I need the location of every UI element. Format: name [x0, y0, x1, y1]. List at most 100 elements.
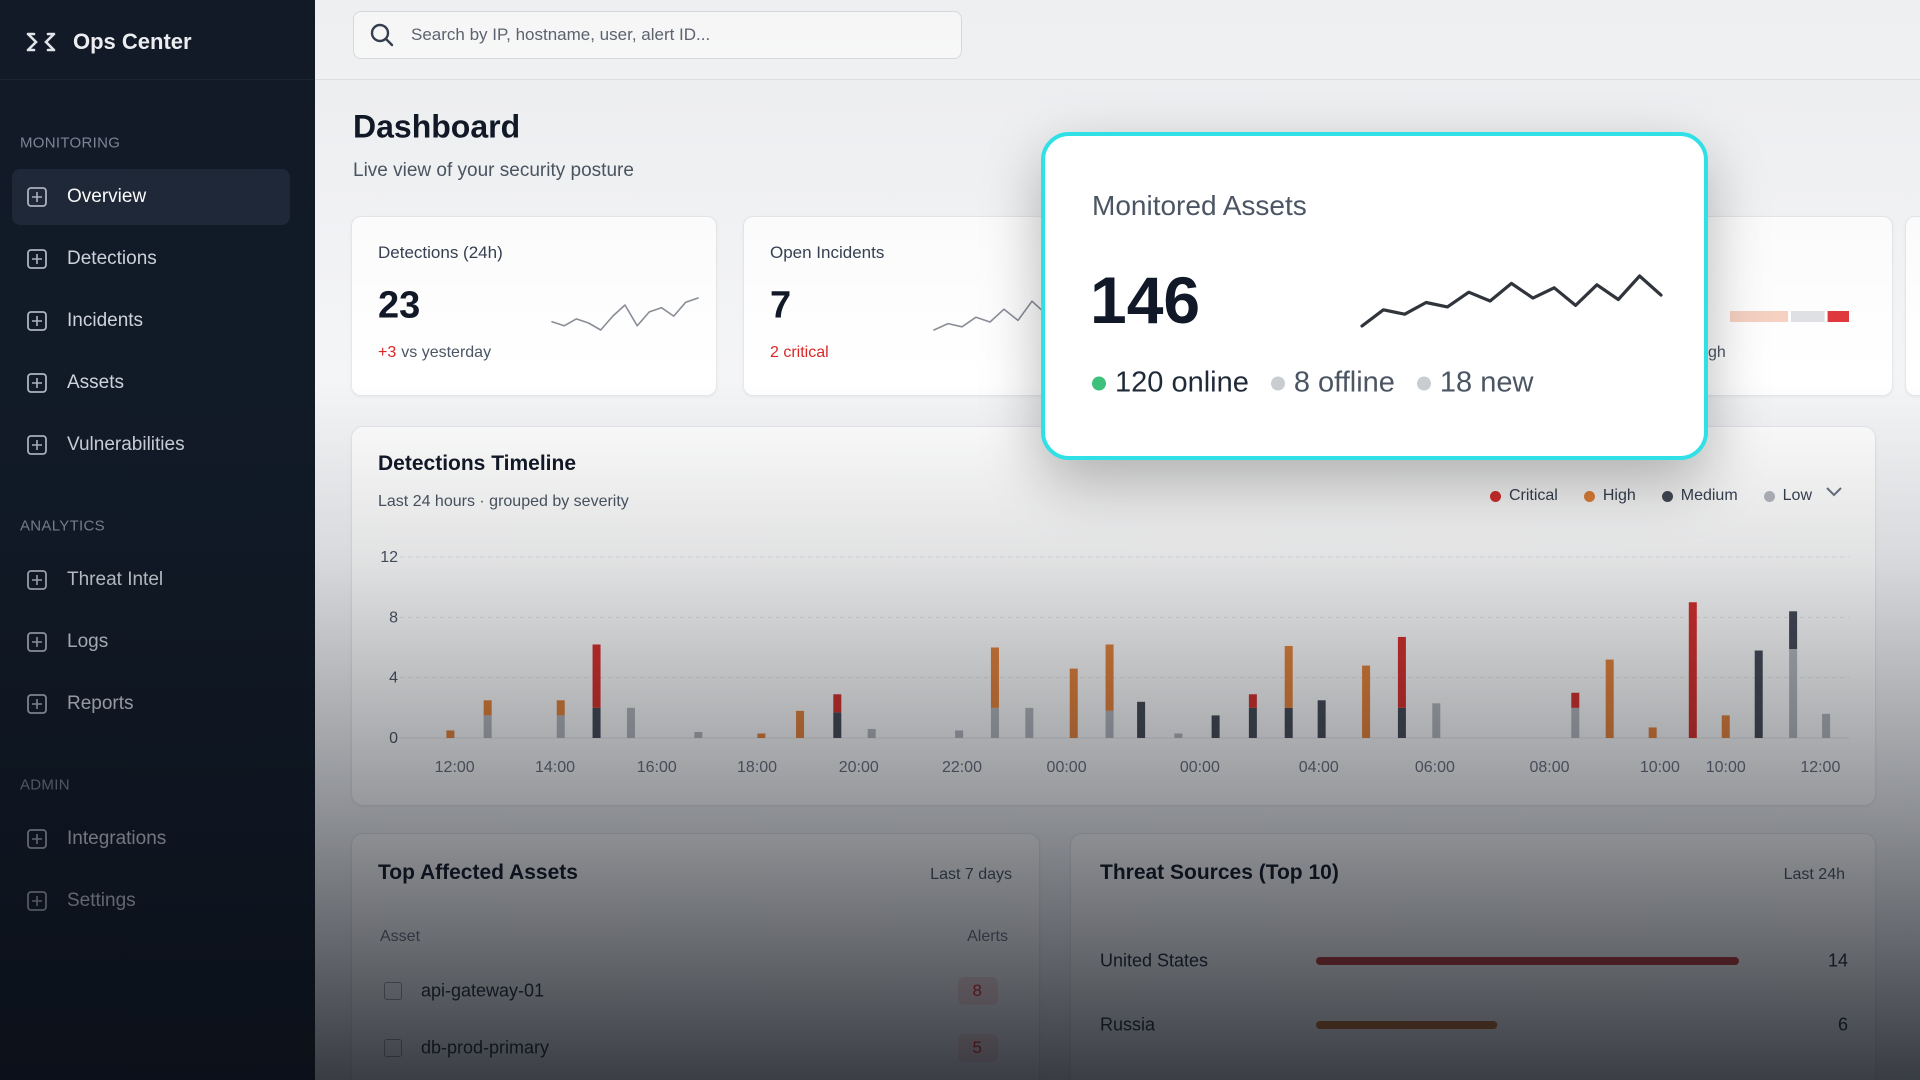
- legend-swatch: [1661, 490, 1673, 502]
- column-header: Alerts: [967, 928, 1008, 945]
- asset-name[interactable]: db-prod-primary: [421, 1037, 550, 1058]
- search-placeholder: Search by IP, hostname, user, alert ID..…: [411, 25, 711, 44]
- x-tick-label: 18:00: [737, 759, 777, 776]
- legend-label: Critical: [1508, 487, 1558, 504]
- alert-count: 8: [972, 981, 982, 1000]
- chart-subtitle: Last 24 hours · grouped by severity: [378, 493, 629, 510]
- nav-icon-detail: [32, 440, 42, 450]
- kpi-note: 2 critical: [770, 344, 829, 361]
- kpi-label: Open Incidents: [770, 243, 885, 262]
- nav-item[interactable]: Incidents: [67, 310, 144, 331]
- nav-icon: [27, 570, 47, 590]
- nav-icon-detail: [32, 699, 42, 709]
- kpi-value: 146: [1090, 263, 1201, 337]
- asset-name[interactable]: api-gateway-01: [421, 980, 545, 1001]
- bar-segment: [1317, 700, 1326, 738]
- nav-icon: [27, 891, 47, 911]
- bar-label: Russia: [1100, 1014, 1156, 1035]
- x-tick-label: 10:00: [1640, 759, 1680, 776]
- nav-icon: [27, 311, 47, 331]
- nav-item[interactable]: Reports: [67, 693, 134, 714]
- legend-chevron: [1826, 487, 1842, 497]
- row-icon: [384, 982, 402, 1000]
- nav-item[interactable]: Assets: [67, 372, 125, 393]
- x-tick-label: 04:00: [1299, 759, 1339, 776]
- nav-active-bg: [12, 169, 290, 225]
- status-dot: [1270, 376, 1285, 390]
- bar-segment: [955, 730, 964, 738]
- nav-icon-detail: [32, 254, 42, 264]
- nav-icon: [27, 187, 47, 207]
- alert-count: 5: [972, 1038, 982, 1057]
- bar: [1316, 957, 1739, 965]
- nav-item[interactable]: Detections: [67, 248, 157, 269]
- nav-item[interactable]: Settings: [67, 890, 136, 911]
- nav-icon-detail: [32, 637, 42, 647]
- status-label: 120 online: [1115, 366, 1249, 399]
- legend: Critical High Medium Low: [1489, 487, 1812, 505]
- bar-segment: [483, 715, 492, 738]
- nav-icon-detail: [32, 834, 42, 844]
- x-tick-label: 12:00: [435, 759, 475, 776]
- bar-segment: [1822, 713, 1831, 738]
- row-icon: [384, 1039, 402, 1057]
- nav-item[interactable]: Logs: [67, 631, 109, 652]
- legend-item[interactable]: High: [1583, 487, 1636, 505]
- bar-segment: [833, 694, 842, 713]
- bar-segment: [1571, 707, 1580, 738]
- kpi-note: +3 vs yesterday: [378, 344, 491, 362]
- bar-segment: [694, 731, 703, 738]
- y-tick-label: 0: [389, 730, 398, 747]
- nav-icon-detail: [32, 575, 42, 585]
- segment-bar: [1827, 311, 1849, 322]
- status-item: 8 offline: [1270, 367, 1395, 400]
- status-dot: [1416, 376, 1431, 390]
- bar-segment: [592, 707, 601, 738]
- brand-name: Ops Center: [73, 29, 192, 54]
- status-row: 120 online 8 offline 18 new: [1092, 367, 1533, 400]
- x-tick-label: 16:00: [637, 759, 677, 776]
- x-tick-label: 08:00: [1529, 759, 1569, 776]
- kpi-label: Detections (24h): [378, 243, 503, 262]
- bar-segment: [1137, 701, 1146, 738]
- nav-item[interactable]: Overview: [67, 186, 147, 207]
- bar-segment: [1105, 644, 1114, 711]
- brand-icon: [26, 32, 56, 52]
- bar-segment: [556, 715, 565, 738]
- kpi-value: 23: [378, 284, 421, 327]
- nav-item[interactable]: Threat Intel: [67, 569, 164, 590]
- bar-segment: [1397, 707, 1406, 738]
- nav-item[interactable]: Integrations: [67, 828, 167, 849]
- bar-segment: [1397, 636, 1406, 708]
- x-tick-label: 00:00: [1180, 759, 1220, 776]
- kpi-delta: +3: [378, 344, 397, 361]
- bar-segment: [1789, 649, 1798, 738]
- bar-segment: [1025, 707, 1034, 738]
- legend-swatch: [1583, 490, 1595, 502]
- x-tick-label: 06:00: [1415, 759, 1455, 776]
- status-label: 18 new: [1439, 366, 1534, 399]
- x-tick-label: 20:00: [839, 759, 879, 776]
- bar-segment: [483, 700, 492, 716]
- legend-swatch: [1763, 490, 1775, 502]
- page-subtitle: Live view of your security posture: [353, 160, 634, 181]
- legend-item[interactable]: Critical: [1489, 487, 1558, 505]
- bar-segment: [757, 733, 766, 738]
- legend-swatch: [1489, 490, 1501, 502]
- bar-segment: [1789, 611, 1798, 650]
- panel-period: Last 7 days: [930, 866, 1012, 883]
- bar-segment: [867, 728, 876, 738]
- nav-icon-detail: [32, 378, 42, 388]
- nav-icon-detail: [32, 192, 42, 202]
- nav-icon: [27, 435, 47, 455]
- kpi-note: gh: [1708, 344, 1726, 361]
- nav-item[interactable]: Vulnerabilities: [67, 434, 185, 455]
- bar-segment: [592, 644, 601, 708]
- bar-segment: [1211, 715, 1220, 738]
- bar-segment: [1248, 694, 1257, 708]
- legend-item[interactable]: Low: [1763, 487, 1812, 505]
- kpi-note-text: vs yesterday: [401, 344, 492, 361]
- legend-item[interactable]: Medium: [1661, 487, 1738, 505]
- bar-segment: [1571, 692, 1580, 708]
